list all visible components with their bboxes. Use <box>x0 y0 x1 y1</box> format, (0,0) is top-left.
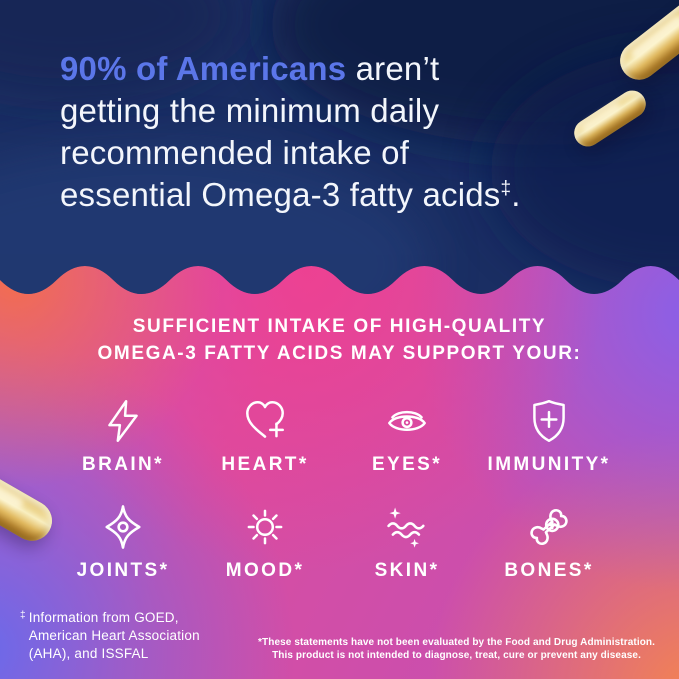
hero-line-1: 90% of Americans aren’t <box>60 50 440 87</box>
double-dagger-mark: ‡ <box>20 610 26 621</box>
support-item-label: SKIN* <box>374 560 440 581</box>
source-line-1: Information from GOED, <box>28 610 179 625</box>
gold-capsule-left <box>0 455 60 549</box>
benefits-grid: BRAIN* HEART* EYES* <box>52 394 620 582</box>
sparkle-icon <box>97 500 149 554</box>
support-item-label: EYES* <box>371 454 443 475</box>
heart-plus-icon <box>240 394 290 448</box>
support-item-skin: SKIN* <box>336 500 478 582</box>
shield-plus-icon <box>524 394 574 448</box>
support-item-eyes: EYES* <box>336 394 478 476</box>
fda-disclaimer-line-1: *These statements have not been evaluate… <box>258 637 655 648</box>
support-item-label: IMMUNITY* <box>487 454 611 475</box>
hero-line-2: getting the minimum daily <box>60 92 440 129</box>
hero-line-4: essential Omega-3 fatty acids‡. <box>60 176 521 213</box>
support-item-heart: HEART* <box>194 394 336 476</box>
support-headline: SUFFICIENT INTAKE OF HIGH-QUALITY OMEGA-… <box>0 313 679 367</box>
support-item-label: BONES* <box>504 560 594 581</box>
source-line-2: American Heart Association <box>28 628 200 643</box>
source-line-3: (AHA), and ISSFAL <box>28 646 149 661</box>
lightning-bolt-icon <box>98 394 148 448</box>
support-item-mood: MOOD* <box>194 500 336 582</box>
support-item-immunity: IMMUNITY* <box>478 394 620 476</box>
sun-icon <box>240 500 290 554</box>
support-headline-line-1: SUFFICIENT INTAKE OF HIGH-QUALITY <box>132 316 547 337</box>
fda-disclaimer: *These statements have not been evaluate… <box>258 636 655 662</box>
support-item-label: BRAIN* <box>82 454 164 475</box>
waves-sparkle-icon <box>381 500 433 554</box>
hero-statistic: 90% of Americans aren’t getting the mini… <box>60 48 521 216</box>
source-footnote-lines: Information from GOED, American Heart As… <box>29 609 200 663</box>
support-headline-line-2: OMEGA-3 FATTY ACIDS MAY SUPPORT YOUR: <box>97 343 582 364</box>
source-footnote: ‡ Information from GOED, American Heart … <box>20 609 200 663</box>
support-item-label: HEART* <box>221 454 309 475</box>
eye-icon <box>381 394 433 448</box>
double-dagger-mark: ‡ <box>500 178 512 199</box>
support-item-joints: JOINTS* <box>52 500 194 582</box>
support-item-bones: BONES* <box>478 500 620 582</box>
bone-plus-icon <box>523 500 575 554</box>
support-item-label: MOOD* <box>225 560 305 581</box>
support-item-label: JOINTS* <box>76 560 170 581</box>
hero-line-3: recommended intake of <box>60 134 410 171</box>
fda-disclaimer-line-2: This product is not intended to diagnose… <box>272 650 641 661</box>
navy-wave-background <box>0 0 679 294</box>
support-item-brain: BRAIN* <box>52 394 194 476</box>
hero-accent-text: 90% of Americans <box>60 50 347 87</box>
